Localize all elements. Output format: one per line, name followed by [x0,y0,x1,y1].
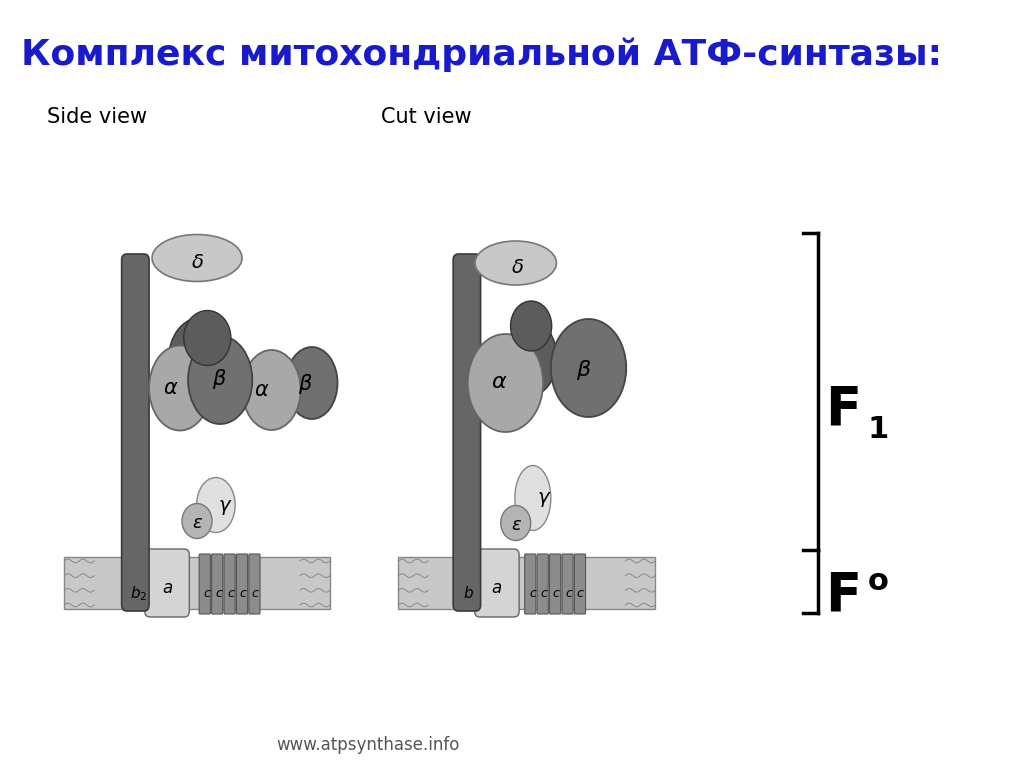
Ellipse shape [168,317,232,402]
FancyBboxPatch shape [538,554,548,614]
Text: c: c [204,587,211,600]
Ellipse shape [197,478,236,532]
Ellipse shape [182,504,212,538]
Text: c: c [577,587,584,600]
FancyBboxPatch shape [65,557,330,609]
Text: $\beta$: $\beta$ [212,367,227,391]
Text: Side view: Side view [47,107,147,127]
Text: $\beta$: $\beta$ [575,358,591,382]
FancyBboxPatch shape [212,554,223,614]
Text: $\gamma$: $\gamma$ [538,490,552,509]
FancyBboxPatch shape [524,554,536,614]
Ellipse shape [475,241,556,285]
Ellipse shape [511,301,552,351]
Text: c: c [565,587,572,600]
Ellipse shape [152,234,242,282]
FancyBboxPatch shape [237,554,248,614]
Ellipse shape [468,334,543,432]
Text: b: b [464,586,473,601]
Text: $\beta$: $\beta$ [298,372,312,396]
Text: c: c [553,587,559,600]
Ellipse shape [515,465,551,531]
Text: c: c [251,587,258,600]
Text: $\alpha$: $\alpha$ [490,372,507,392]
Text: Cut view: Cut view [381,107,472,127]
FancyBboxPatch shape [224,554,236,614]
Text: $\alpha$: $\alpha$ [254,380,270,400]
Text: $\mathbf{F}$: $\mathbf{F}$ [825,570,858,621]
Text: $\delta$: $\delta$ [191,253,204,272]
Text: a: a [492,579,502,597]
Text: $\mathbf{F}$: $\mathbf{F}$ [825,383,858,435]
Ellipse shape [506,320,557,396]
Text: c: c [227,587,233,600]
Text: $\varepsilon$: $\varepsilon$ [511,516,521,534]
FancyBboxPatch shape [200,554,210,614]
FancyBboxPatch shape [122,254,150,611]
FancyBboxPatch shape [144,549,189,617]
FancyBboxPatch shape [562,554,573,614]
Ellipse shape [286,347,338,419]
Text: $\delta$: $\delta$ [511,258,523,277]
Text: $b_2$: $b_2$ [130,584,147,603]
Text: c: c [529,587,537,600]
Text: www.atpsynthase.info: www.atpsynthase.info [276,736,460,754]
Text: $\gamma$: $\gamma$ [217,498,232,517]
Ellipse shape [243,350,301,430]
Text: 1: 1 [867,415,889,444]
Text: a: a [162,579,172,597]
Text: c: c [240,587,247,600]
FancyBboxPatch shape [398,557,655,609]
FancyBboxPatch shape [574,554,586,614]
Ellipse shape [150,346,211,431]
Text: c: c [541,587,548,600]
Ellipse shape [501,505,530,541]
Text: Комплекс митохондриальной АТФ-синтазы:: Комплекс митохондриальной АТФ-синтазы: [22,38,942,72]
Text: $\alpha$: $\alpha$ [163,378,178,398]
FancyBboxPatch shape [474,549,519,617]
FancyBboxPatch shape [249,554,260,614]
Ellipse shape [188,336,252,424]
FancyBboxPatch shape [550,554,561,614]
Text: o: o [867,567,889,596]
FancyBboxPatch shape [454,254,480,611]
Ellipse shape [183,310,230,366]
Text: $\varepsilon$: $\varepsilon$ [191,514,203,532]
Text: c: c [215,587,222,600]
Ellipse shape [551,319,627,417]
